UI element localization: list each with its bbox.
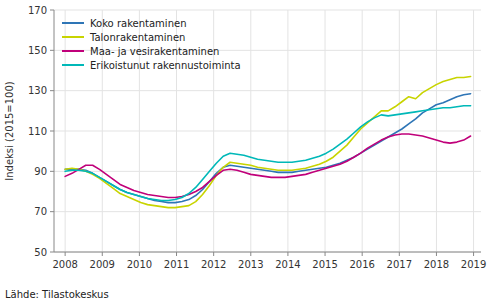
legend-label: Erikoistunut rakennustoiminta <box>90 60 241 71</box>
x-tick-label: 2019 <box>461 259 486 270</box>
axes: 50 70 90 110 130 150 170 2008 2009 2010 2011 2012 20… <box>28 5 486 271</box>
x-tick <box>213 252 214 256</box>
x-tick <box>65 252 66 256</box>
x-tick <box>287 252 288 256</box>
grid <box>54 10 481 252</box>
x-tick <box>399 252 400 256</box>
x-tick <box>362 252 363 256</box>
y-tick-label: 170 <box>28 5 47 16</box>
x-grid-line <box>436 10 437 252</box>
y-grid-line <box>54 252 481 253</box>
series-line <box>65 106 470 201</box>
x-grid-line <box>65 10 66 252</box>
x-tick-label: 2017 <box>387 259 412 270</box>
x-tick <box>176 252 177 256</box>
x-tick <box>250 252 251 256</box>
legend-swatch <box>62 36 84 38</box>
y-tick <box>50 252 54 253</box>
x-tick-label: 2012 <box>201 259 226 270</box>
x-tick-label: 2016 <box>349 259 374 270</box>
x-grid-line <box>287 10 288 252</box>
y-tick <box>50 211 54 212</box>
y-tick <box>50 10 54 11</box>
series-line <box>65 77 470 208</box>
legend: Koko rakentaminen Talonrakentaminen Maa- j… <box>62 18 241 71</box>
chart: 50 70 90 110 130 150 170 2008 2009 2010 2011 2012 20… <box>0 0 493 304</box>
y-grid-line <box>54 211 481 212</box>
x-grid-line <box>325 10 326 252</box>
y-tick-label: 130 <box>28 85 47 96</box>
x-grid-line <box>250 10 251 252</box>
lines <box>65 77 470 208</box>
y-tick <box>50 171 54 172</box>
series-line <box>65 94 470 203</box>
legend-label: Koko rakentaminen <box>90 18 186 29</box>
x-tick <box>473 252 474 256</box>
x-tick-label: 2009 <box>90 259 115 270</box>
x-tick-label: 2015 <box>312 259 337 270</box>
y-tick <box>50 50 54 51</box>
x-axis-line <box>54 252 481 253</box>
x-tick-label: 2013 <box>238 259 263 270</box>
y-grid-line <box>54 131 481 132</box>
series-line <box>65 134 470 198</box>
x-tick-label: 2014 <box>275 259 300 270</box>
y-tick-label: 90 <box>34 166 47 177</box>
x-grid-line <box>473 10 474 252</box>
y-tick-label: 50 <box>34 247 47 258</box>
y-tick <box>50 90 54 91</box>
legend-swatch <box>62 50 84 52</box>
y-grid-line <box>54 10 481 11</box>
x-tick <box>325 252 326 256</box>
legend-swatch <box>62 64 84 66</box>
annotation: Lähde: Tilastokeskus <box>5 289 109 300</box>
y-axis-line <box>54 10 55 252</box>
y-tick <box>50 131 54 132</box>
x-tick <box>102 252 103 256</box>
x-tick <box>436 252 437 256</box>
legend-label: Maa- ja vesirakentaminen <box>90 46 219 57</box>
y-tick-label: 150 <box>28 45 47 56</box>
x-tick <box>139 252 140 256</box>
y-axis-label: Indeksi (2015=100) <box>4 81 15 181</box>
x-tick-label: 2011 <box>164 259 189 270</box>
legend-label: Talonrakentaminen <box>89 32 185 43</box>
x-tick-label: 2010 <box>127 259 152 270</box>
y-grid-line <box>54 90 481 91</box>
y-tick-label: 110 <box>28 126 47 137</box>
legend-swatch <box>62 22 84 24</box>
x-tick-label: 2018 <box>424 259 449 270</box>
x-tick-label: 2008 <box>52 259 77 270</box>
y-tick-label: 70 <box>34 206 47 217</box>
x-grid-line <box>362 10 363 252</box>
